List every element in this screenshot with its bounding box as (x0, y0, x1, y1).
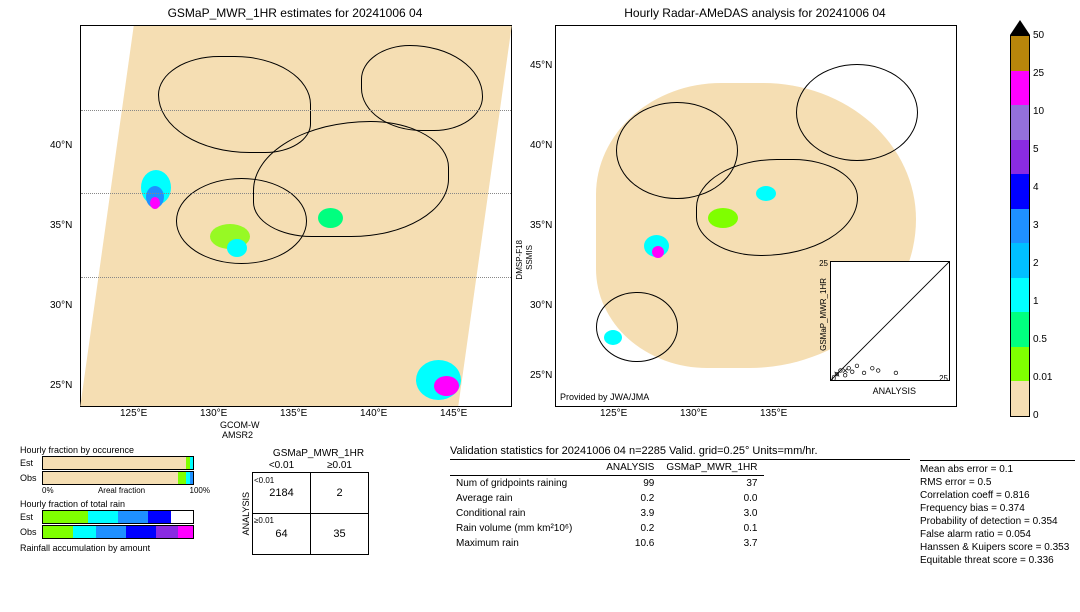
validation-header: ANALYSIS (578, 460, 660, 476)
validation-row-val: 3.0 (660, 506, 763, 521)
validation-metric: Correlation coeff = 0.816 (920, 489, 1075, 502)
colorbar-tick: 0 (1033, 410, 1039, 421)
validation-row-val: 3.7 (660, 536, 763, 551)
map1-xtick: 135°E (280, 408, 307, 419)
map1-ytick: 40°N (50, 140, 72, 151)
map1-title: GSMaP_MWR_1HR estimates for 20241006 04 (80, 6, 510, 20)
bars-axis-label: Areal fraction (98, 486, 145, 495)
validation-metric: Frequency bias = 0.374 (920, 502, 1075, 515)
validation-row-val: 10.6 (578, 536, 660, 551)
map1-xtick: 140°E (360, 408, 387, 419)
validation-row-val: 0.1 (660, 521, 763, 536)
map1-xtick: 145°E (440, 408, 467, 419)
validation-metric: False alarm ratio = 0.054 (920, 528, 1075, 541)
map2-ytick: 25°N (530, 370, 552, 381)
validation-row-label: Num of gridpoints raining (450, 476, 578, 492)
map1-xtick: 130°E (200, 408, 227, 419)
contingency-row-header: ANALYSIS (241, 492, 251, 535)
map1-ytick: 25°N (50, 380, 72, 391)
map1-footer2: AMSR2 (222, 430, 253, 440)
bars-axis-right: 100% (190, 486, 210, 495)
colorbar-tick: 4 (1033, 182, 1039, 193)
contingency-row-lt: <0.01 (254, 476, 274, 485)
bars-occurrence: Hourly fraction by occurence Est Obs 0% … (20, 445, 210, 553)
colorbar-tick: 10 (1033, 106, 1044, 117)
bars-axis-left: 0% (42, 486, 54, 495)
validation-row-label: Maximum rain (450, 536, 578, 551)
map1-side2: SSMIS (525, 245, 534, 270)
scatter-tick: 0 (832, 374, 836, 383)
validation-row-val: 99 (578, 476, 660, 492)
colorbar: 00.010.512345102550 (1010, 35, 1030, 417)
validation-row-val: 0.2 (578, 491, 660, 506)
colorbar-tick: 1 (1033, 296, 1039, 307)
contingency-row-ge: ≥0.01 (254, 516, 274, 525)
validation-header (450, 460, 578, 476)
colorbar-tick: 5 (1033, 144, 1039, 155)
bar-label-est: Est (20, 458, 42, 468)
contingency-sub-ge: ≥0.01 (311, 459, 369, 473)
scatter-inset (830, 261, 950, 381)
colorbar-tick: 0.01 (1033, 372, 1052, 383)
scatter-ylabel: GSMaP_MWR_1HR (819, 278, 828, 351)
colorbar-tick: 3 (1033, 220, 1039, 231)
colorbar-tick: 2 (1033, 258, 1039, 269)
bar-label-obs: Obs (20, 473, 42, 483)
validation-metric: Equitable threat score = 0.336 (920, 554, 1075, 567)
map2-xtick: 125°E (600, 408, 627, 419)
bars-title3: Rainfall accumulation by amount (20, 543, 210, 553)
validation-metric: RMS error = 0.5 (920, 476, 1075, 489)
validation-title: Validation statistics for 20241006 04 n=… (450, 445, 910, 460)
validation-metric: Probability of detection = 0.354 (920, 515, 1075, 528)
bars-title1: Hourly fraction by occurence (20, 445, 210, 455)
map1-ytick: 30°N (50, 300, 72, 311)
contingency-cell: 35 (311, 514, 369, 555)
map2-ytick: 45°N (530, 60, 552, 71)
colorbar-tick: 25 (1033, 68, 1044, 79)
map2-ytick: 40°N (530, 140, 552, 151)
colorbar-tick: 0.5 (1033, 334, 1047, 345)
validation-row-val: 0.2 (578, 521, 660, 536)
scatter-tick: 25 (819, 259, 828, 268)
bar-label-est: Est (20, 512, 42, 522)
map2-ytick: 30°N (530, 300, 552, 311)
contingency-cell: 2 (311, 473, 369, 514)
validation-block: Validation statistics for 20241006 04 n=… (450, 445, 910, 551)
validation-row-label: Average rain (450, 491, 578, 506)
map2-panel: Provided by JWA/JMA ANALYSIS GSMaP_MWR_1… (555, 25, 957, 407)
contingency-col-header: GSMaP_MWR_1HR (268, 448, 369, 459)
map1-panel (80, 25, 512, 407)
map2-xtick: 135°E (760, 408, 787, 419)
validation-metric: Hanssen & Kuipers score = 0.353 (920, 541, 1075, 554)
map1-side1: DMSP-F18 (515, 240, 524, 280)
validation-header: GSMaP_MWR_1HR (660, 460, 763, 476)
map2-provided: Provided by JWA/JMA (560, 392, 649, 402)
map1-xtick: 125°E (120, 408, 147, 419)
scatter-xlabel: ANALYSIS (873, 386, 916, 396)
contingency-sub-lt: <0.01 (253, 459, 311, 473)
colorbar-arrow-icon (1010, 20, 1030, 35)
validation-row-val: 0.0 (660, 491, 763, 506)
validation-metrics: Mean abs error = 0.1RMS error = 0.5Corre… (920, 460, 1075, 567)
validation-row-val: 37 (660, 476, 763, 492)
validation-row-val: 3.9 (578, 506, 660, 521)
validation-row-label: Rain volume (mm km²10⁶) (450, 521, 578, 536)
validation-row-label: Conditional rain (450, 506, 578, 521)
bar-label-obs: Obs (20, 527, 42, 537)
map2-ytick: 35°N (530, 220, 552, 231)
colorbar-tick: 50 (1033, 30, 1044, 41)
validation-metric: Mean abs error = 0.1 (920, 463, 1075, 476)
map2-title: Hourly Radar-AMeDAS analysis for 2024100… (555, 6, 955, 20)
contingency-table: GSMaP_MWR_1HR <0.01 ≥0.01 ANALYSIS 2184 … (240, 448, 369, 555)
bars-title2: Hourly fraction of total rain (20, 499, 210, 509)
map1-footer1: GCOM-W (220, 420, 260, 430)
scatter-tick: 25 (939, 374, 948, 383)
map2-xtick: 130°E (680, 408, 707, 419)
map1-ytick: 35°N (50, 220, 72, 231)
validation-table: ANALYSIS GSMaP_MWR_1HR Num of gridpoints… (450, 460, 764, 551)
